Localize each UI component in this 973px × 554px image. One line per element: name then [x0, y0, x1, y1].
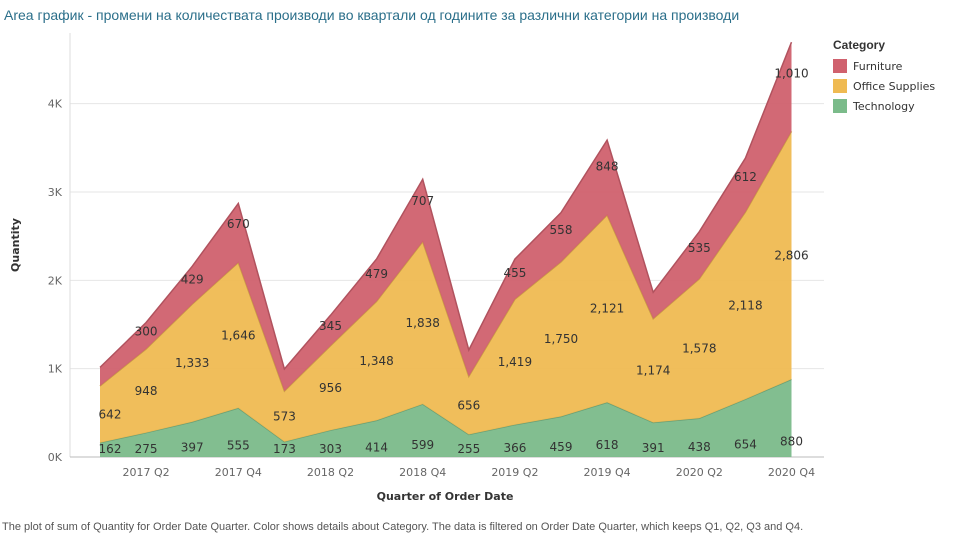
- legend-item-office-supplies[interactable]: Office Supplies: [833, 76, 935, 96]
- data-label: 438: [688, 440, 711, 454]
- data-label: 459: [550, 440, 573, 454]
- data-label: 1,838: [406, 316, 440, 330]
- legend-label: Office Supplies: [853, 79, 936, 93]
- data-label: 656: [457, 399, 480, 413]
- data-label: 612: [734, 170, 757, 184]
- data-label: 2,118: [728, 299, 762, 313]
- legend-swatch: [833, 99, 847, 113]
- data-label: 618: [596, 438, 619, 452]
- legend-swatch: [833, 59, 847, 73]
- data-label: 391: [642, 441, 665, 455]
- data-label: 162: [99, 442, 122, 456]
- x-tick-label: 2020 Q4: [768, 466, 815, 479]
- data-label: 366: [503, 441, 526, 455]
- area-technology: [100, 379, 792, 457]
- data-label: 479: [365, 267, 388, 281]
- y-tick-label: 3K: [48, 186, 63, 199]
- data-label: 397: [181, 441, 204, 455]
- data-label: 414: [365, 441, 388, 455]
- data-label: 654: [734, 437, 757, 451]
- legend-label: Furniture: [853, 59, 903, 73]
- data-label: 345: [319, 319, 342, 333]
- data-label: 300: [135, 325, 158, 339]
- data-label: 670: [227, 217, 250, 231]
- data-label: 303: [319, 442, 342, 456]
- area-chart: 0K 1K 2K 3K 4K 162 275 397 555 173 303 414 599 255 366…: [9, 33, 824, 503]
- data-label: 429: [181, 273, 204, 287]
- data-label: 455: [503, 266, 526, 280]
- data-label: 1,750: [544, 332, 578, 346]
- data-label: 1,419: [498, 355, 532, 369]
- data-label: 1,646: [221, 328, 255, 342]
- x-tick-label: 2020 Q2: [676, 466, 723, 479]
- chart-caption: The plot of sum of Quantity for Order Da…: [2, 521, 804, 533]
- legend: Category Furniture Office Supplies Techn…: [833, 38, 935, 116]
- legend-item-furniture[interactable]: Furniture: [833, 56, 935, 76]
- data-label: 1,578: [682, 342, 716, 356]
- data-label: 707: [411, 194, 434, 208]
- data-label: 573: [273, 409, 296, 423]
- data-label: 173: [273, 442, 296, 456]
- x-axis-title: Quarter of Order Date: [377, 490, 514, 503]
- legend-title: Category: [833, 38, 886, 52]
- y-tick-label: 4K: [48, 98, 63, 111]
- y-tick-label: 2K: [48, 274, 63, 287]
- data-label: 1,010: [774, 66, 808, 80]
- data-label: 1,174: [636, 364, 670, 378]
- area-office-supplies: [100, 131, 792, 443]
- data-label: 275: [135, 442, 158, 456]
- x-tick-label: 2019 Q2: [491, 466, 538, 479]
- series-line: [99, 41, 793, 371]
- legend-swatch: [833, 79, 847, 93]
- area-furniture: [100, 42, 792, 392]
- data-label: 956: [319, 381, 342, 395]
- x-tick-label: 2017 Q2: [123, 466, 170, 479]
- y-tick-label: 1K: [48, 363, 63, 376]
- data-label: 948: [135, 384, 158, 398]
- x-tick-label: 2018 Q4: [399, 466, 446, 479]
- data-label: 2,806: [774, 248, 808, 262]
- data-label: 555: [227, 439, 250, 453]
- data-label: 599: [411, 438, 434, 452]
- legend-label: Technology: [853, 99, 915, 113]
- legend-item-technology[interactable]: Technology: [833, 96, 935, 116]
- data-label: 848: [596, 159, 619, 173]
- data-label: 255: [457, 442, 480, 456]
- chart-title: Area график - промени на количествата пр…: [4, 7, 740, 23]
- data-label: 2,121: [590, 302, 624, 316]
- data-label: 880: [780, 434, 803, 448]
- y-tick-label: 0K: [48, 451, 63, 464]
- data-label: 535: [688, 241, 711, 255]
- x-tick-label: 2018 Q2: [307, 466, 354, 479]
- x-tick-label: 2019 Q4: [584, 466, 631, 479]
- data-label: 1,348: [359, 354, 393, 368]
- x-tick-label: 2017 Q4: [215, 466, 262, 479]
- data-label: 558: [550, 223, 573, 237]
- data-label: 1,333: [175, 356, 209, 370]
- y-axis-title: Quantity: [9, 218, 22, 272]
- data-label: 642: [99, 407, 122, 421]
